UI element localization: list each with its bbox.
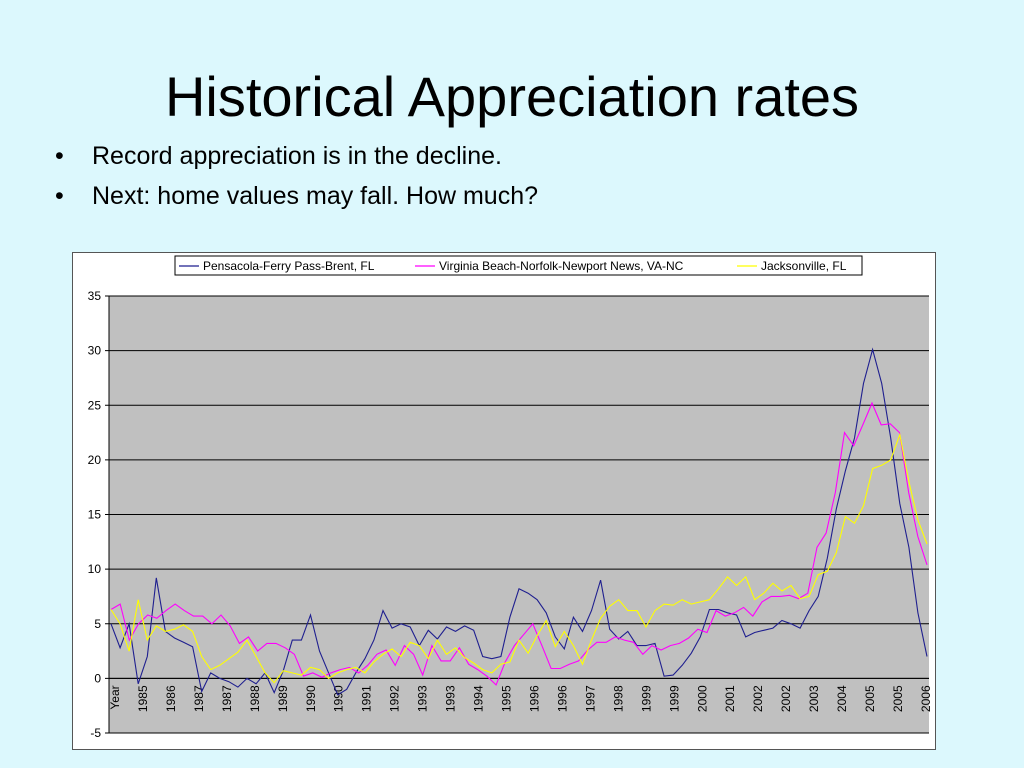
bullet-text: Record appreciation is in the decline. [92,142,502,170]
series-line [110,347,928,696]
y-tick-label: 5 [94,617,101,631]
bullet-dot-icon: • [55,182,64,210]
legend-entry: Jacksonville, FL [761,259,847,273]
x-tick-label: 1995 [500,685,514,712]
x-tick-label: 1988 [248,685,262,712]
x-tick-label: 1997 [583,685,597,712]
bullet-item: • Record appreciation is in the decline. [55,136,538,176]
x-tick-label: 1990 [332,685,346,712]
x-tick-label: 1987 [220,685,234,712]
legend-box [174,255,863,276]
x-tick-label: 1986 [164,685,178,712]
y-tick-label: 35 [88,289,102,303]
x-tick-label: 1996 [527,685,541,712]
x-tick-label: 1999 [639,685,653,712]
bullet-text: Next: home values may fall. How much? [92,182,539,210]
x-tick-label: 1993 [444,685,458,712]
x-tick-label: 1991 [360,685,374,712]
y-tick-label: 20 [88,453,102,467]
y-tick-label: 10 [88,562,102,576]
x-tick-label: 2002 [751,685,765,712]
x-tick-label: 2005 [863,685,877,712]
x-tick-label: 1998 [611,685,625,712]
x-tick-label: 1990 [304,685,318,712]
x-tick-label: 2001 [723,685,737,712]
y-tick-label: 15 [88,508,102,522]
x-tick-label: 1999 [667,685,681,712]
x-tick-label: 2004 [835,685,849,712]
slide-title: Historical Appreciation rates [164,65,860,128]
x-tick-label: 1989 [276,685,290,712]
x-tick-label: 1987 [192,685,206,712]
legend-entry: Pensacola-Ferry Pass-Brent, FL [203,259,375,273]
x-tick-label: 2003 [807,685,821,712]
x-tick-label: 1994 [472,685,486,712]
x-tick-label: 1993 [416,685,430,712]
bullet-item: • Next: home values may fall. How much? [55,176,538,216]
bullet-dot-icon: • [55,142,64,170]
x-tick-label: 2006 [919,685,933,712]
x-tick-label: 1992 [388,685,402,712]
x-tick-label: 1996 [555,685,569,712]
y-tick-label: 30 [88,344,102,358]
x-tick-label: Year [108,685,122,709]
series-line [110,432,928,684]
bullet-list: • Record appreciation is in the decline. … [55,136,538,216]
line-chart: -5 0 5 10 15 20 25 30 35 Year 1985 1986 1987 1987 1988… [88,255,933,740]
y-tick-label: 0 [94,671,101,685]
legend-entry: Virginia Beach-Norfolk-Newport News, VA-… [439,259,684,273]
x-tick-label: 1985 [136,685,150,712]
x-tick-label: 2005 [891,685,905,712]
y-tick-label: -5 [90,726,101,740]
x-tick-label: 2000 [695,685,709,712]
x-tick-label: 2002 [779,685,793,712]
chart-frame: -5 0 5 10 15 20 25 30 35 Year 1985 1986 1987 1987 1988… [72,252,936,750]
y-tick-label: 25 [88,398,102,412]
